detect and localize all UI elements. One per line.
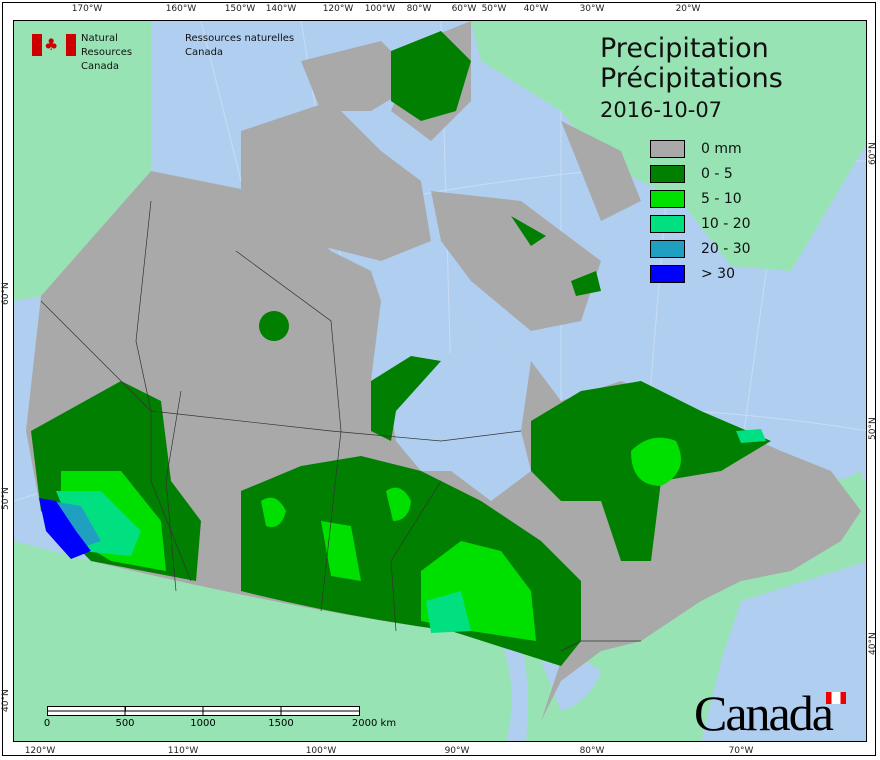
org-name-fr-2: Canada bbox=[185, 47, 224, 58]
top-tick-label: 20°W bbox=[675, 4, 701, 14]
scale-label: 1000 bbox=[190, 718, 216, 729]
left-tick-label: 50°N bbox=[1, 487, 11, 510]
bottom-tick-label: 100°W bbox=[305, 746, 337, 756]
legend-item: 0 mm bbox=[650, 136, 751, 161]
legend-label: > 30 bbox=[701, 265, 735, 282]
top-tick-label: 170°W bbox=[71, 4, 103, 14]
scale-label: 0 bbox=[43, 718, 51, 729]
scale-bar bbox=[47, 706, 360, 716]
title-en: Precipitation bbox=[600, 33, 769, 64]
bottom-tick-label: 120°W bbox=[24, 746, 56, 756]
legend-swatch bbox=[650, 139, 685, 158]
legend-item: 5 - 10 bbox=[650, 186, 751, 211]
right-tick-label: 50°N bbox=[868, 417, 878, 440]
legend-label: 0 mm bbox=[701, 140, 742, 157]
canada-wordmark: Canada bbox=[694, 685, 834, 741]
org-name-fr: Ressources naturelles bbox=[185, 33, 295, 44]
top-tick-label: 30°W bbox=[579, 4, 605, 14]
legend-label: 0 - 5 bbox=[701, 165, 733, 182]
right-tick-label: 40°N bbox=[868, 632, 878, 655]
left-tick-label: 40°N bbox=[1, 689, 11, 712]
legend-label: 5 - 10 bbox=[701, 190, 742, 207]
right-tick-label: 60°N bbox=[868, 142, 878, 165]
bottom-tick-label: 110°W bbox=[167, 746, 199, 756]
legend-item: 10 - 20 bbox=[650, 211, 751, 236]
title-fr: Précipitations bbox=[600, 63, 783, 94]
precipitation-map[interactable] bbox=[13, 20, 867, 742]
legend-item: > 30 bbox=[650, 261, 751, 286]
top-tick-label: 120°W bbox=[322, 4, 354, 14]
hudson-bay bbox=[391, 331, 531, 501]
legend-swatch bbox=[650, 239, 685, 258]
legend-swatch bbox=[650, 189, 685, 208]
provincial-boundaries bbox=[40, 200, 641, 652]
precip-over-30 bbox=[39, 498, 91, 559]
top-tick-label: 40°W bbox=[523, 4, 549, 14]
water-bodies bbox=[496, 561, 866, 741]
bottom-tick-label: 70°W bbox=[728, 746, 754, 756]
top-tick-label: 150°W bbox=[224, 4, 256, 14]
legend-swatch bbox=[650, 264, 685, 283]
wordmark-flag-icon bbox=[826, 692, 846, 704]
top-tick-label: 50°W bbox=[481, 4, 507, 14]
map-date: 2016-10-07 bbox=[600, 98, 723, 122]
scale-label: 1500 bbox=[268, 718, 294, 729]
legend-label: 10 - 20 bbox=[701, 215, 751, 232]
top-tick-label: 140°W bbox=[265, 4, 297, 14]
legend: 0 mm 0 - 5 5 - 10 10 - 20 20 - 30 > 30 bbox=[650, 136, 751, 286]
legend-swatch bbox=[650, 214, 685, 233]
legend-item: 20 - 30 bbox=[650, 236, 751, 261]
org-name-en: Natural Resources bbox=[81, 33, 133, 58]
top-tick-label: 160°W bbox=[165, 4, 197, 14]
left-tick-label: 60°N bbox=[1, 282, 11, 305]
top-tick-label: 60°W bbox=[451, 4, 477, 14]
legend-label: 20 - 30 bbox=[701, 240, 751, 257]
bottom-tick-label: 90°W bbox=[444, 746, 470, 756]
legend-item: 0 - 5 bbox=[650, 161, 751, 186]
legend-swatch bbox=[650, 164, 685, 183]
scale-label: 2000 km bbox=[351, 718, 397, 729]
bottom-tick-label: 80°W bbox=[579, 746, 605, 756]
canada-flag-icon: ♣ bbox=[32, 34, 76, 56]
map-graphic bbox=[14, 21, 866, 741]
org-name-en-2: Canada bbox=[81, 61, 120, 72]
top-tick-label: 80°W bbox=[406, 4, 432, 14]
map-title: Precipitation Précipitations bbox=[600, 34, 783, 94]
scale-label: 500 bbox=[115, 718, 135, 729]
top-tick-label: 100°W bbox=[364, 4, 396, 14]
